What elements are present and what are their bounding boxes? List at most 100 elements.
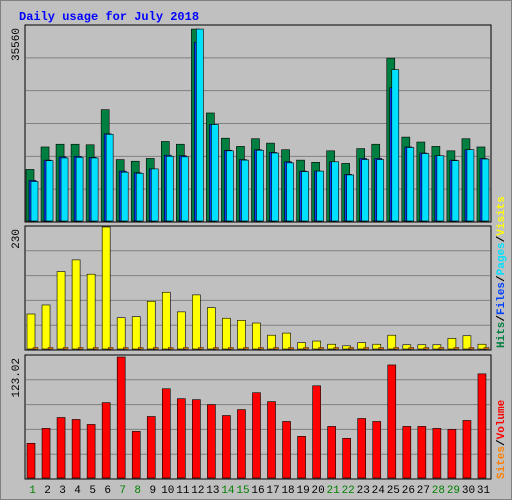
day-label: 9 xyxy=(149,485,156,497)
day-label: 24 xyxy=(372,485,386,497)
day-label: 31 xyxy=(477,485,491,497)
sites-bar xyxy=(333,347,339,350)
day-label: 27 xyxy=(417,485,430,497)
volume-bar xyxy=(192,399,201,479)
volume-bar xyxy=(387,364,397,479)
pages-bar xyxy=(135,172,144,222)
sites-bar xyxy=(168,347,174,350)
pages-bar xyxy=(150,168,159,222)
day-label: 16 xyxy=(251,485,264,497)
legend-entry: Sites xyxy=(496,446,508,479)
visits-bar xyxy=(267,334,276,350)
volume-bar xyxy=(222,415,231,479)
volume-bar xyxy=(477,373,487,479)
day-label: 4 xyxy=(74,485,81,497)
day-label: 10 xyxy=(161,485,174,497)
y-max-label-top: 35560 xyxy=(11,28,23,61)
visits-bar xyxy=(312,340,321,350)
pages-bar xyxy=(165,155,174,222)
pages-bar xyxy=(376,159,385,222)
pages-bar xyxy=(241,159,249,222)
visits-bar xyxy=(177,311,186,350)
volume-bar xyxy=(432,428,442,479)
day-label: 30 xyxy=(462,485,475,497)
legend-entry: Hits xyxy=(496,322,508,348)
volume-bar xyxy=(357,418,367,479)
visits-bar xyxy=(327,343,336,350)
day-label: 15 xyxy=(236,485,249,497)
pages-bar xyxy=(181,156,189,222)
sites-bar xyxy=(107,347,114,350)
sites-bar xyxy=(122,347,129,350)
pages-bar xyxy=(316,170,324,222)
pages-bar xyxy=(45,160,54,222)
pages-bar xyxy=(211,124,219,222)
sites-bar xyxy=(92,347,99,350)
visits-bar xyxy=(447,338,457,350)
legend-entry: / xyxy=(496,275,508,282)
y-max-label-mid: 230 xyxy=(11,229,23,249)
visits-bar xyxy=(131,316,141,350)
volume-bar xyxy=(116,356,126,479)
pages-bar xyxy=(466,149,475,222)
legend-entry: / xyxy=(496,315,508,322)
sites-bar xyxy=(258,347,264,350)
visits-bar xyxy=(207,307,216,350)
sites-bar xyxy=(423,347,430,350)
day-label: 21 xyxy=(327,485,341,497)
pages-bar xyxy=(301,171,309,222)
sites-bar xyxy=(138,347,144,350)
day-label: 13 xyxy=(206,485,219,497)
pages-bar xyxy=(60,157,69,222)
visits-bar xyxy=(192,294,201,350)
legend-entry: Files xyxy=(496,282,508,315)
visits-bar xyxy=(252,322,261,350)
pages-bar xyxy=(451,160,460,222)
pages-bar xyxy=(196,28,204,222)
visits-bar xyxy=(101,226,111,350)
pages-bar xyxy=(346,174,354,222)
pages-bar xyxy=(90,157,99,222)
volume-bar xyxy=(402,426,412,479)
day-label: 17 xyxy=(266,485,279,497)
day-label: 25 xyxy=(387,485,400,497)
sites-bar xyxy=(183,347,189,350)
day-label: 28 xyxy=(432,485,445,497)
pages-bar xyxy=(421,153,430,222)
sites-bar xyxy=(153,347,159,350)
sites-bar xyxy=(408,347,415,350)
pages-bar xyxy=(391,69,400,222)
visits-bar xyxy=(417,344,427,350)
volume-bar xyxy=(86,424,96,479)
sites-bar xyxy=(438,347,445,350)
volume-bar xyxy=(282,421,291,479)
sites-bar xyxy=(228,347,234,350)
visits-bar xyxy=(387,334,397,350)
pages-bar xyxy=(226,150,234,222)
day-label: 19 xyxy=(296,485,309,497)
sites-bar xyxy=(318,347,324,350)
volume-bar xyxy=(146,416,156,479)
day-label: 18 xyxy=(281,485,294,497)
visits-bar xyxy=(372,343,382,350)
sites-bar xyxy=(47,347,54,350)
legend-entry: Visits xyxy=(496,196,508,236)
sites-bar xyxy=(62,347,69,350)
volume-bar xyxy=(71,419,81,479)
volume-bar xyxy=(342,438,351,479)
legend-entry: / xyxy=(496,439,508,446)
legend-entry: / xyxy=(496,235,508,242)
pages-bar xyxy=(75,157,84,222)
sites-bar xyxy=(393,347,399,350)
volume-bar xyxy=(327,426,336,479)
visits-bar xyxy=(41,304,51,350)
volume-bar xyxy=(177,398,186,479)
day-label: 29 xyxy=(447,485,460,497)
visits-bar xyxy=(357,342,367,350)
volume-bar xyxy=(26,442,36,479)
visits-bar xyxy=(462,335,472,350)
day-label: 7 xyxy=(119,485,126,497)
pages-bar xyxy=(120,171,129,222)
volume-bar xyxy=(297,436,306,479)
volume-bar xyxy=(207,404,216,479)
